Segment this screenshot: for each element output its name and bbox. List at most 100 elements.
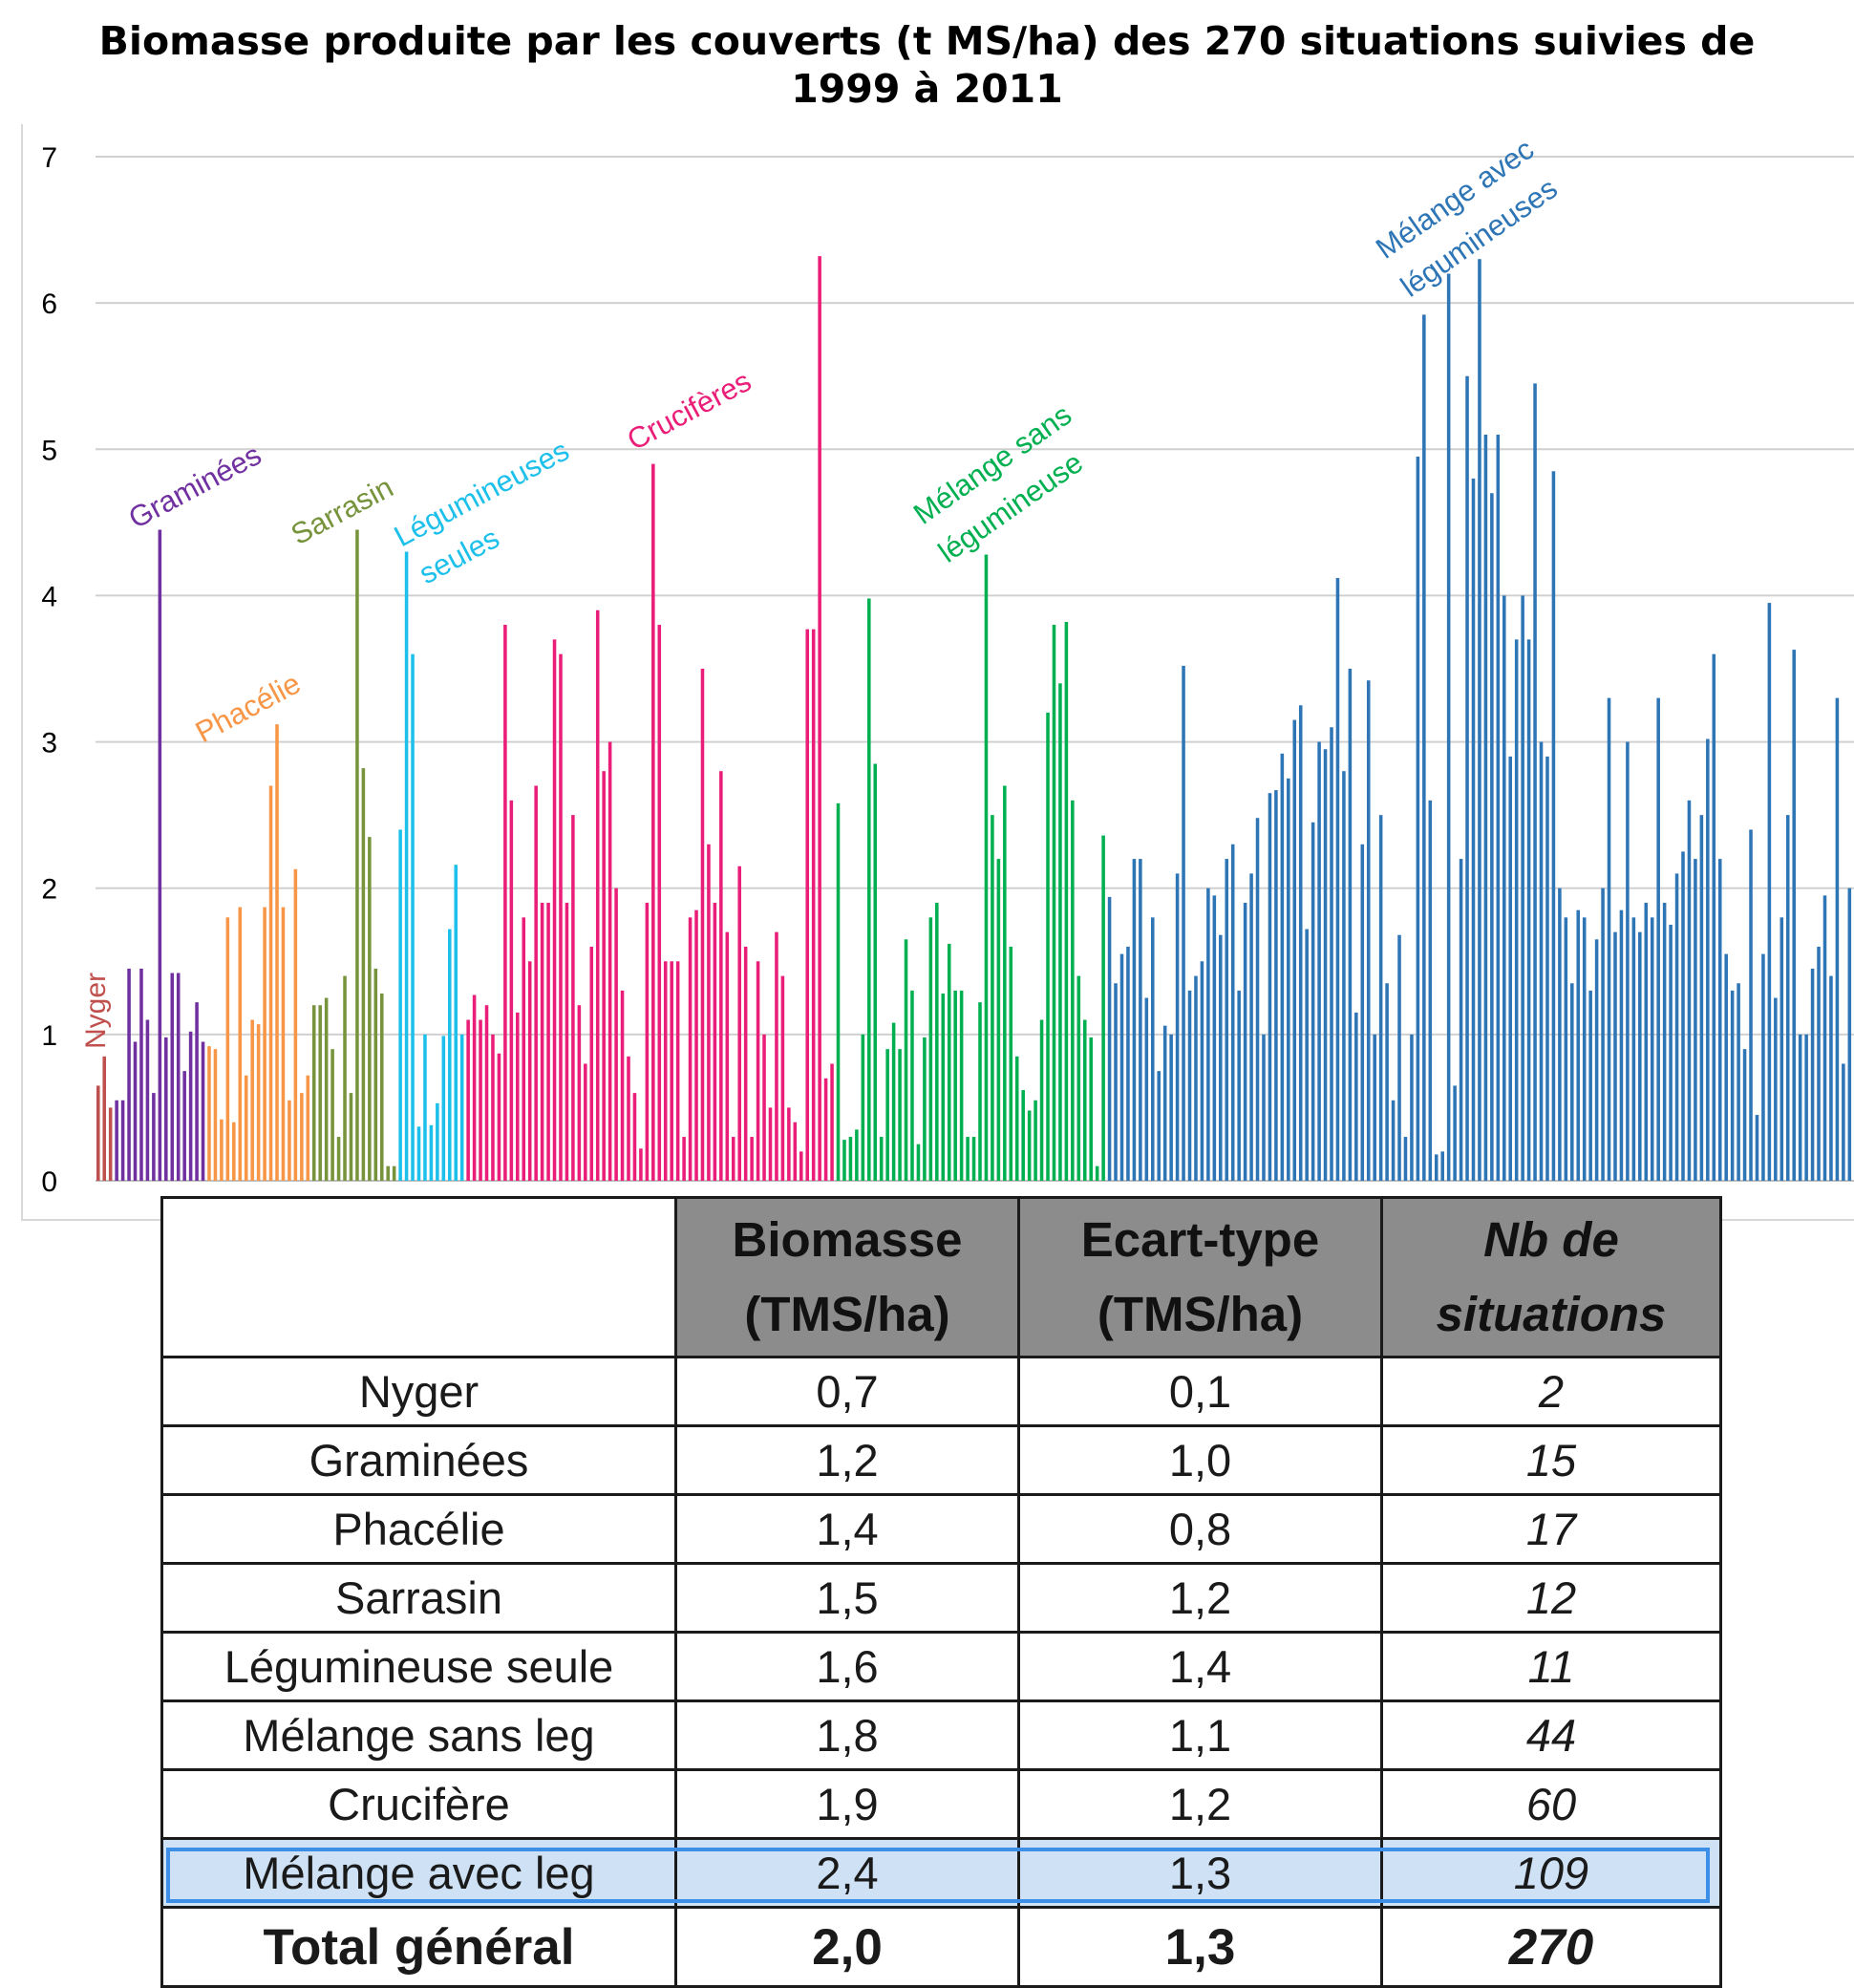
header-blank-cell: [160, 1196, 677, 1358]
table-row: Crucifère 1,9 1,2 60: [160, 1768, 1722, 1840]
bar: [1243, 903, 1247, 1181]
bar: [145, 1019, 150, 1181]
bar: [102, 1056, 107, 1181]
bar: [1144, 997, 1149, 1181]
bar: [448, 929, 452, 1181]
bar: [1631, 917, 1636, 1181]
bar: [1650, 917, 1654, 1181]
bar: [1674, 873, 1679, 1181]
bar: [256, 1024, 261, 1181]
bar: [1539, 741, 1544, 1181]
total-biomasse: 2,0: [674, 1906, 1020, 1988]
bar: [386, 1165, 390, 1181]
row-ecart: 0,1: [1017, 1356, 1383, 1427]
header-ecart-line2: (TMS/ha): [1097, 1287, 1304, 1341]
bar: [423, 1034, 427, 1181]
bar: [1737, 983, 1740, 1181]
bar: [472, 994, 477, 1181]
bar: [1255, 818, 1260, 1181]
bar: [768, 1107, 773, 1181]
bar: [1230, 844, 1235, 1181]
bar: [978, 1002, 982, 1181]
bar: [904, 939, 908, 1181]
bar: [1219, 934, 1223, 1181]
y-tick-label: 3: [41, 728, 57, 759]
bar: [842, 1140, 846, 1181]
bar: [688, 917, 693, 1181]
bar: [509, 800, 514, 1181]
bar: [1706, 738, 1710, 1181]
bar: [1514, 639, 1519, 1181]
bar: [670, 961, 673, 1181]
bar: [1829, 975, 1833, 1181]
bar: [1798, 1034, 1802, 1181]
row-nb: 15: [1380, 1424, 1722, 1496]
bar: [923, 1037, 927, 1181]
group-labels: Nyger Graminées Phacélie Sarrasin Légumi…: [80, 132, 1564, 1049]
bar: [984, 554, 989, 1181]
bar: [479, 1019, 482, 1181]
bar: [873, 763, 878, 1181]
bar: [1052, 625, 1056, 1181]
row-ecart: 1,4: [1017, 1631, 1383, 1702]
bar: [324, 997, 329, 1181]
bar: [1397, 934, 1401, 1181]
bar: [614, 887, 618, 1181]
bar: [959, 990, 964, 1181]
bar: [885, 1049, 889, 1181]
bar: [1249, 873, 1253, 1181]
bar: [392, 1165, 396, 1181]
bar: [232, 1122, 236, 1181]
bar: [1564, 917, 1568, 1181]
bar: [355, 529, 359, 1181]
bar: [1478, 259, 1481, 1181]
bar: [682, 1137, 686, 1181]
bar: [707, 844, 711, 1181]
bar: [1749, 829, 1753, 1181]
bar: [620, 990, 625, 1181]
row-biomasse: 2,4: [674, 1837, 1020, 1909]
bar: [1440, 1151, 1444, 1181]
bar: [1021, 1090, 1025, 1181]
bar: [1607, 697, 1611, 1181]
table-total-row: Total général 2,0 1,3 270: [160, 1906, 1722, 1988]
bar: [1446, 273, 1451, 1181]
bar: [996, 859, 1001, 1181]
bar: [1169, 1034, 1173, 1181]
header-ecart-type: Ecart-type (TMS/ha): [1017, 1196, 1383, 1358]
row-nb: 44: [1380, 1699, 1722, 1771]
bar: [645, 903, 650, 1181]
label-sarrasin: Sarrasin: [286, 470, 398, 551]
bar: [1132, 859, 1137, 1181]
bar: [398, 829, 402, 1181]
bar: [1058, 683, 1062, 1181]
row-nb: 2: [1380, 1356, 1722, 1427]
bar: [1114, 983, 1118, 1181]
bar: [1453, 1085, 1457, 1181]
bar: [663, 961, 668, 1181]
bar: [1119, 953, 1124, 1181]
bar: [244, 1075, 248, 1181]
bar: [1027, 1110, 1032, 1181]
bar: [627, 1056, 630, 1181]
bar: [466, 1019, 470, 1181]
bar: [657, 625, 662, 1181]
row-ecart: 0,8: [1017, 1493, 1383, 1565]
bar: [281, 907, 286, 1181]
bar: [225, 917, 230, 1181]
bar: [867, 598, 871, 1181]
bar: [115, 1100, 118, 1181]
bar: [855, 1129, 859, 1181]
bar: [830, 1063, 834, 1181]
bar: [1287, 778, 1290, 1181]
bar-chart: 0 1 2 3 4 5 6 7 Nyger Graminées Phacélie Sarras…: [41, 132, 1854, 1198]
bar: [1656, 697, 1660, 1181]
bar: [1521, 595, 1524, 1181]
y-tick-label: 1: [41, 1020, 57, 1052]
bar: [1378, 815, 1383, 1181]
bar: [1755, 1115, 1759, 1181]
bar: [1847, 887, 1852, 1181]
bar: [373, 968, 378, 1181]
bar: [238, 907, 243, 1181]
bar: [713, 903, 717, 1181]
